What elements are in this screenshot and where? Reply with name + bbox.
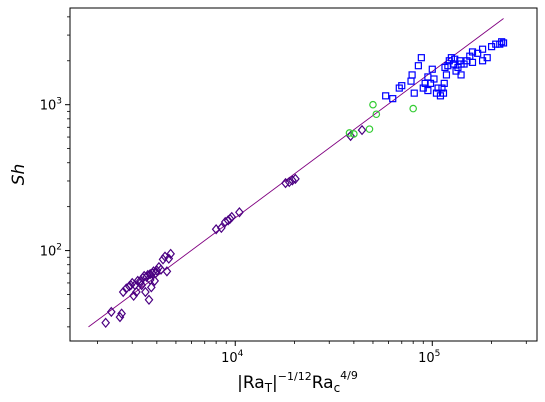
circle-point xyxy=(369,100,377,109)
diamond-point xyxy=(118,286,128,298)
x-axis-label: |RaT|−1/12Rac4/9 xyxy=(237,369,358,395)
square-point xyxy=(452,67,460,75)
diamond-point xyxy=(166,248,176,260)
diamond-point xyxy=(135,275,145,287)
square-point xyxy=(407,77,415,85)
x-label-abs-close: | xyxy=(272,373,278,393)
square-point xyxy=(424,86,432,95)
square-point xyxy=(499,39,508,47)
diamond-point xyxy=(284,176,294,188)
diamond-point xyxy=(101,317,111,329)
square-point xyxy=(474,49,482,57)
square-point xyxy=(496,40,504,48)
square-point xyxy=(408,71,416,79)
square-point xyxy=(434,84,442,92)
x-label-sub-t: T xyxy=(264,381,273,395)
x-tick-label: 105 xyxy=(418,349,440,366)
square-point xyxy=(478,57,487,65)
tick-labels: 104 105 102 103 xyxy=(40,97,441,366)
y-axis-label: Sh xyxy=(9,164,29,186)
diamond-point xyxy=(216,222,226,234)
square-point xyxy=(468,58,477,66)
diamond-point xyxy=(281,177,290,189)
square-point xyxy=(438,84,446,92)
square-point xyxy=(468,48,477,56)
plot-area xyxy=(65,7,538,346)
diamond-point xyxy=(291,173,300,185)
square-point xyxy=(451,55,459,63)
square-point xyxy=(498,38,506,46)
square-point xyxy=(428,65,436,73)
x-tick-label: 104 xyxy=(221,349,244,366)
data-points xyxy=(101,38,508,329)
diamond-point xyxy=(235,207,244,218)
diamond-point xyxy=(132,286,141,298)
y-tick-label: 103 xyxy=(40,97,62,114)
circle-point xyxy=(365,125,374,133)
circle-point xyxy=(372,110,381,119)
x-label-sub-c: c xyxy=(334,381,341,395)
square-point xyxy=(439,89,448,97)
x-label-abs-open: |Ra xyxy=(237,373,265,393)
circle-point xyxy=(345,129,354,137)
diamond-point xyxy=(143,269,153,281)
x-label-ra: Ra xyxy=(312,373,334,393)
diamond-point xyxy=(357,124,367,136)
square-point xyxy=(442,71,451,79)
square-point xyxy=(417,54,425,62)
diamond-point xyxy=(129,290,139,302)
y-tick-label: 102 xyxy=(40,243,62,260)
diamond-point xyxy=(288,175,297,186)
diamond-point xyxy=(141,286,150,298)
diamond-point xyxy=(146,282,156,293)
diamond-point xyxy=(156,264,166,275)
minor-ticks xyxy=(67,16,527,344)
x-label-exp-2: 4/9 xyxy=(340,369,358,382)
diamond-point xyxy=(225,213,235,225)
square-point xyxy=(440,79,448,87)
diamond-point xyxy=(106,306,116,318)
square-point xyxy=(424,73,432,81)
diamond-point xyxy=(152,265,162,276)
diamond-point xyxy=(346,130,355,142)
diamond-point xyxy=(145,274,155,286)
diamond-point xyxy=(115,311,125,323)
diamond-point xyxy=(227,211,237,223)
square-point xyxy=(410,89,418,97)
square-point xyxy=(457,71,465,79)
diamond-point xyxy=(117,308,126,319)
x-label-exp-1: −1/12 xyxy=(278,370,312,383)
square-point xyxy=(398,82,406,90)
diamond-point xyxy=(144,294,154,306)
plot-frame xyxy=(69,7,538,342)
diamond-point xyxy=(150,275,160,287)
square-point xyxy=(382,92,390,100)
major-ticks xyxy=(65,104,433,346)
circle-point xyxy=(350,130,358,138)
diamond-point xyxy=(162,266,172,277)
square-point xyxy=(414,62,422,70)
square-point xyxy=(389,95,397,103)
circle-point xyxy=(409,104,417,113)
diamond-point xyxy=(130,279,140,291)
square-point xyxy=(478,45,487,53)
diamond-point xyxy=(151,267,161,279)
